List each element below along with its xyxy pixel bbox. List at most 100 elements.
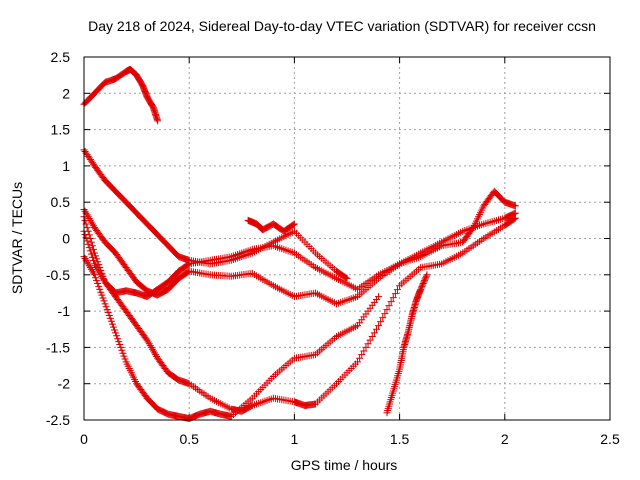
y-tick-label: -1 bbox=[58, 303, 71, 319]
data-point bbox=[417, 284, 425, 292]
data-point bbox=[145, 340, 153, 348]
data-point bbox=[342, 274, 350, 282]
data-point bbox=[107, 317, 115, 325]
data-point bbox=[92, 262, 100, 270]
data-point bbox=[417, 285, 425, 293]
data-point bbox=[143, 336, 151, 344]
data-point bbox=[87, 265, 95, 273]
data-point bbox=[387, 298, 395, 306]
data-point bbox=[510, 215, 518, 223]
x-tick-label: 0.5 bbox=[179, 431, 199, 447]
data-point bbox=[96, 269, 104, 277]
data-point bbox=[89, 269, 97, 277]
data-point bbox=[144, 338, 152, 346]
data-point bbox=[99, 294, 107, 302]
data-point bbox=[360, 347, 368, 355]
data-point bbox=[98, 291, 106, 299]
data-point bbox=[113, 332, 121, 340]
data-point bbox=[91, 271, 99, 279]
data-point bbox=[94, 280, 102, 288]
data-point bbox=[419, 280, 427, 288]
data-point bbox=[354, 358, 362, 366]
data-point bbox=[150, 349, 158, 357]
data-point bbox=[93, 277, 101, 285]
x-tick-labels: 0 0.5 1 1.5 2 2.5 bbox=[80, 431, 620, 447]
data-point bbox=[95, 267, 103, 275]
x-tick-label: 1 bbox=[291, 431, 299, 447]
data-point bbox=[105, 311, 113, 319]
data-point bbox=[119, 349, 127, 357]
data-point bbox=[104, 309, 112, 317]
data-point bbox=[419, 281, 427, 289]
data-point bbox=[85, 215, 93, 223]
data-point bbox=[85, 244, 93, 252]
x-tick-label: 2 bbox=[501, 431, 509, 447]
data-point bbox=[383, 306, 391, 314]
data-point bbox=[86, 247, 94, 255]
series-trace-h bbox=[383, 271, 431, 417]
data-point bbox=[100, 297, 108, 305]
data-point bbox=[94, 265, 102, 273]
data-point bbox=[88, 253, 96, 261]
data-point bbox=[97, 288, 105, 296]
data-point bbox=[370, 329, 378, 337]
data-point bbox=[368, 333, 376, 341]
data-point bbox=[184, 261, 192, 269]
data-point bbox=[154, 117, 162, 125]
data-point bbox=[83, 258, 91, 266]
data-point bbox=[92, 274, 100, 282]
y-tick-label: -2.5 bbox=[46, 412, 70, 428]
data-point bbox=[420, 277, 428, 285]
series-trace-a bbox=[80, 65, 162, 125]
data-point bbox=[88, 242, 96, 250]
data-point bbox=[88, 267, 96, 275]
data-point bbox=[98, 273, 106, 281]
y-tick-label: -0.5 bbox=[46, 267, 70, 283]
data-point bbox=[83, 224, 91, 232]
y-axis-label: SDTVAR / TECUs bbox=[9, 182, 25, 294]
x-axis-label: GPS time / hours bbox=[291, 457, 398, 473]
data-point bbox=[290, 220, 298, 228]
data-points bbox=[80, 65, 519, 423]
data-point bbox=[146, 342, 154, 350]
chart-title: Day 218 of 2024, Sidereal Day-to-day VTE… bbox=[88, 18, 596, 34]
data-point bbox=[103, 306, 111, 314]
data-point bbox=[87, 218, 95, 226]
data-point bbox=[101, 300, 109, 308]
data-point bbox=[83, 237, 91, 245]
data-point bbox=[93, 264, 101, 272]
data-point bbox=[108, 320, 116, 328]
series-trace-d bbox=[80, 187, 519, 301]
data-point bbox=[88, 220, 96, 228]
data-point bbox=[84, 240, 92, 248]
data-point bbox=[147, 343, 155, 351]
data-point bbox=[109, 323, 117, 331]
data-point bbox=[422, 272, 430, 280]
data-point bbox=[99, 274, 107, 282]
data-point bbox=[289, 221, 297, 229]
data-point bbox=[421, 275, 429, 283]
data-point bbox=[106, 314, 114, 322]
data-point bbox=[102, 303, 110, 311]
data-point bbox=[358, 351, 366, 359]
data-point bbox=[377, 318, 385, 326]
data-point bbox=[95, 282, 103, 290]
data-point bbox=[89, 257, 97, 265]
data-point bbox=[420, 278, 428, 286]
data-point bbox=[385, 302, 393, 310]
y-tick-label: 2.5 bbox=[51, 49, 71, 65]
data-point bbox=[97, 271, 105, 279]
series-trace-g bbox=[244, 216, 298, 235]
data-point bbox=[117, 343, 125, 351]
data-point bbox=[372, 325, 380, 333]
data-point bbox=[362, 343, 370, 351]
data-point bbox=[381, 310, 389, 318]
data-point bbox=[89, 245, 97, 253]
data-point bbox=[84, 260, 92, 268]
data-point bbox=[96, 285, 104, 293]
data-point bbox=[81, 254, 89, 262]
data-point bbox=[111, 326, 119, 334]
x-tick-label: 2.5 bbox=[600, 431, 620, 447]
data-point bbox=[81, 216, 89, 224]
data-point bbox=[152, 351, 160, 359]
